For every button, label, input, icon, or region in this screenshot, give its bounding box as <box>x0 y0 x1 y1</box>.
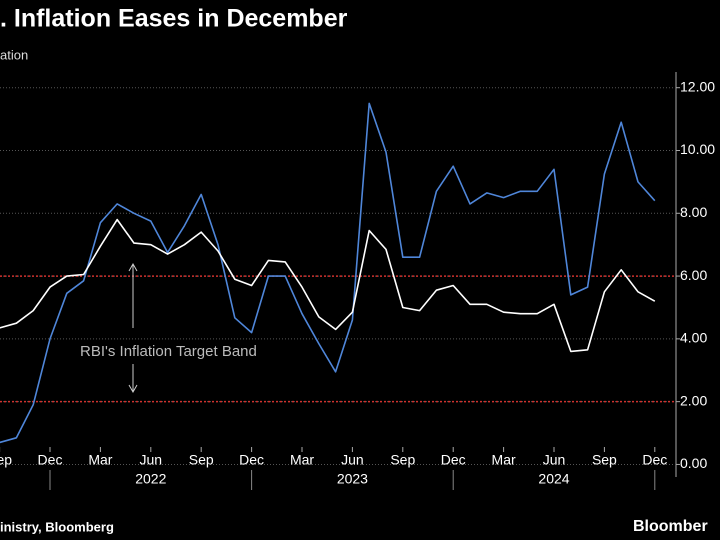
x-tick-label: Jun <box>140 452 163 468</box>
year-label: 2022 <box>135 471 166 487</box>
x-tick-label: Sep <box>0 452 12 468</box>
chart-subtitle: ation <box>0 47 28 62</box>
x-tick-label: Jun <box>341 452 364 468</box>
chart-title: . Inflation Eases in December <box>0 5 348 33</box>
source: inistry, Bloomberg <box>0 519 114 534</box>
x-tick-label: Jun <box>543 452 566 468</box>
x-tick-label: Dec <box>38 452 63 468</box>
arrow-up <box>128 262 138 328</box>
year-label: 2024 <box>538 471 569 487</box>
y-tick-label: 8.00 <box>680 204 707 220</box>
x-tick-label: Dec <box>642 452 667 468</box>
y-tick-label: 2.00 <box>680 392 707 408</box>
x-tick-label: Sep <box>592 452 617 468</box>
y-tick-label: 10.00 <box>680 141 715 157</box>
x-tick-label: Dec <box>441 452 466 468</box>
y-tick-label: 12.00 <box>680 78 715 94</box>
y-tick-label: 0.00 <box>680 455 707 471</box>
x-tick-label: Sep <box>189 452 214 468</box>
x-tick-label: Dec <box>239 452 264 468</box>
y-tick-label: 4.00 <box>680 330 707 346</box>
series-line <box>0 102 656 444</box>
annotation: RBI's Inflation Target Band <box>80 343 257 360</box>
y-tick-label: 6.00 <box>680 267 707 283</box>
year-label: 2023 <box>337 471 368 487</box>
arrow-down <box>128 364 138 394</box>
x-tick-label: Mar <box>290 452 314 468</box>
x-tick-label: Mar <box>88 452 112 468</box>
series-line <box>0 218 656 353</box>
x-tick-label: Sep <box>390 452 415 468</box>
logo: Bloomber <box>633 518 708 535</box>
x-tick-label: Mar <box>492 452 516 468</box>
